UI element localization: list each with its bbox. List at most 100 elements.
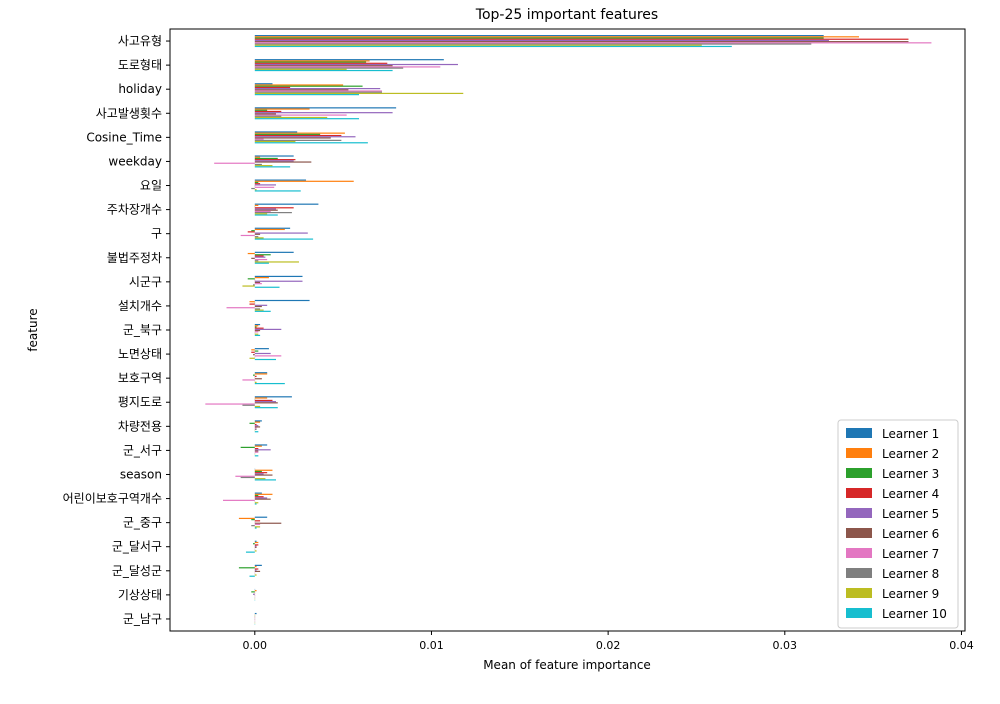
bar-4-3 — [255, 87, 290, 88]
bar-9-15 — [255, 382, 257, 383]
y-tick-label: season — [120, 467, 162, 481]
bar-1-11 — [255, 276, 303, 277]
bar-3-4 — [255, 110, 267, 111]
bar-2-9 — [255, 229, 285, 230]
legend-label: Learner 10 — [882, 607, 947, 621]
bar-5-4 — [255, 112, 393, 113]
bar-3-21 — [251, 519, 255, 520]
bar-9-21 — [255, 526, 260, 527]
legend-swatch — [846, 548, 872, 558]
bar-8-17 — [255, 429, 257, 430]
bar-7-6 — [214, 163, 255, 164]
bar-6-8 — [255, 210, 278, 211]
bar-7-15 — [242, 379, 254, 380]
bar-2-4 — [255, 108, 310, 109]
bar-10-16 — [255, 407, 278, 408]
bar-10-9 — [255, 239, 313, 240]
legend-swatch — [846, 568, 872, 578]
bar-6-10 — [251, 258, 255, 259]
bar-2-24 — [255, 590, 257, 591]
y-tick-label: 불법주정차 — [107, 251, 162, 265]
bar-3-2 — [255, 62, 366, 63]
bar-5-2 — [255, 64, 458, 65]
bar-9-4 — [255, 117, 327, 118]
bar-7-10 — [255, 259, 267, 260]
bar-5-5 — [255, 136, 356, 137]
bar-9-1 — [255, 45, 702, 46]
bar-6-9 — [255, 234, 260, 235]
bar-4-4 — [255, 111, 281, 112]
legend-label: Learner 7 — [882, 547, 939, 561]
bar-2-22 — [255, 542, 259, 543]
bar-10-21 — [255, 527, 257, 528]
bar-3-9 — [251, 230, 255, 231]
bar-8-2 — [255, 68, 403, 69]
bar-3-15 — [253, 375, 255, 376]
bar-7-9 — [241, 235, 255, 236]
legend-label: Learner 2 — [882, 447, 939, 461]
bar-4-12 — [250, 304, 255, 305]
bar-1-5 — [255, 131, 297, 132]
bar-10-5 — [255, 142, 368, 143]
bar-2-18 — [255, 446, 262, 447]
bar-5-17 — [255, 425, 259, 426]
bar-3-5 — [255, 134, 320, 135]
bar-9-5 — [255, 141, 296, 142]
bar-5-24 — [253, 594, 255, 595]
y-tick-label: 사고발생횟수 — [96, 106, 162, 120]
legend-label: Learner 3 — [882, 467, 939, 481]
bar-4-22 — [255, 544, 259, 545]
bar-3-6 — [255, 158, 278, 159]
bar-8-8 — [255, 212, 292, 213]
bar-8-16 — [242, 405, 254, 406]
bar-9-2 — [255, 69, 347, 70]
bar-10-18 — [255, 455, 259, 456]
y-axis-label: feature — [26, 308, 40, 351]
bar-7-16 — [205, 403, 254, 404]
bar-10-6 — [255, 166, 290, 167]
bar-3-13 — [255, 326, 257, 327]
x-tick-label: 0.00 — [243, 639, 268, 652]
bar-9-13 — [255, 334, 259, 335]
legend-label: Learner 6 — [882, 527, 939, 541]
bar-5-8 — [255, 208, 276, 209]
bar-6-19 — [255, 474, 273, 475]
bar-6-11 — [255, 282, 260, 283]
y-tick-label: 차량전용 — [118, 419, 162, 433]
bar-2-16 — [255, 397, 267, 398]
bar-9-10 — [255, 261, 299, 262]
bar-3-19 — [255, 471, 262, 472]
bar-7-11 — [255, 283, 262, 284]
bar-9-16 — [255, 406, 260, 407]
bar-3-14 — [255, 350, 259, 351]
y-tick-label: 군_북구 — [123, 323, 162, 337]
legend-swatch — [846, 508, 872, 518]
bar-10-23 — [250, 576, 255, 577]
bar-10-8 — [255, 214, 278, 215]
bar-2-7 — [255, 181, 354, 182]
bar-10-3 — [255, 94, 359, 95]
bar-9-19 — [255, 478, 266, 479]
bar-10-15 — [255, 383, 285, 384]
bar-4-19 — [255, 472, 267, 473]
bar-7-19 — [235, 476, 254, 477]
bar-9-12 — [255, 310, 264, 311]
bar-5-16 — [255, 401, 276, 402]
bar-9-3 — [255, 93, 463, 94]
y-tick-label: holiday — [118, 82, 162, 96]
bar-6-4 — [255, 113, 276, 114]
bar-6-22 — [255, 547, 257, 548]
legend-swatch — [846, 488, 872, 498]
bar-1-14 — [255, 348, 269, 349]
bar-1-10 — [255, 252, 294, 253]
y-tick-label: 사고유형 — [118, 34, 162, 48]
bar-9-14 — [250, 358, 255, 359]
bar-7-8 — [255, 211, 271, 212]
x-tick-label: 0.02 — [596, 639, 621, 652]
y-tick-label: 어린이보호구역개수 — [63, 492, 162, 506]
bar-5-12 — [255, 305, 267, 306]
bar-10-22 — [246, 552, 255, 553]
bar-10-19 — [255, 479, 276, 480]
